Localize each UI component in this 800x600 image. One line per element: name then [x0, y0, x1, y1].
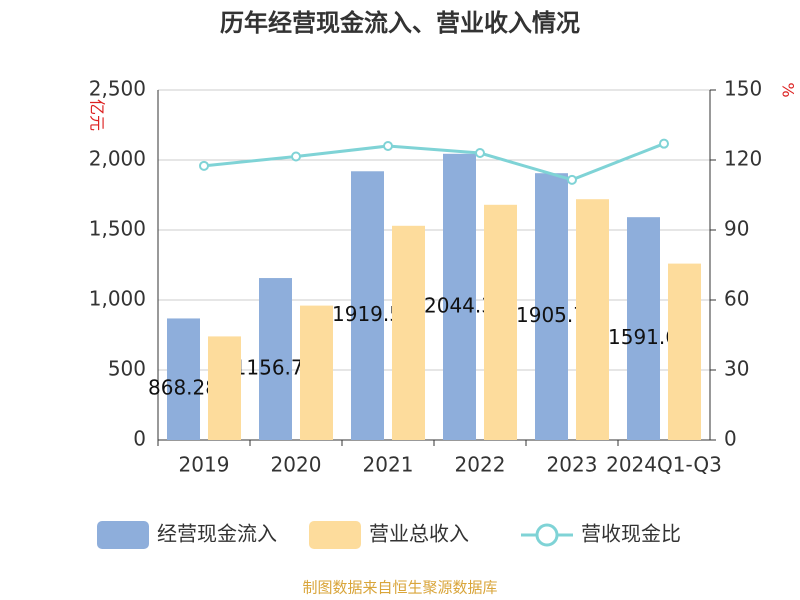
bar: [627, 217, 660, 440]
bar: [300, 305, 333, 440]
bar: [668, 263, 701, 440]
x-tick-label: 2021: [363, 453, 414, 477]
data-label: 2044.3: [424, 293, 494, 317]
line-point: [199, 160, 209, 171]
y-tick-label: 2,000: [89, 147, 146, 171]
line-point: [383, 141, 393, 151]
y2-axis-label: %: [779, 82, 798, 97]
data-label: 1905.7: [516, 303, 586, 327]
line-point: [475, 148, 485, 158]
y2-tick-label: 60: [724, 287, 749, 311]
bar: [392, 225, 425, 440]
bar: [351, 171, 384, 440]
legend-label: 营业总收入: [369, 522, 469, 546]
legend-label: 经营现金流入: [157, 522, 277, 546]
legend-label: 营收现金比: [581, 522, 681, 546]
data-label: 868.28: [148, 376, 218, 400]
line-point: [567, 174, 577, 185]
data-label: 1919.5: [332, 302, 402, 326]
y2-tick-label: 30: [724, 357, 749, 381]
y2-tick-label: 150: [724, 77, 762, 101]
legend-swatch: [97, 521, 149, 549]
x-tick-label: 2019: [179, 453, 230, 477]
y-tick-label: 1,500: [89, 217, 146, 241]
y-tick-label: 500: [108, 357, 146, 381]
x-tick-label: 2023: [547, 453, 598, 477]
y2-tick-label: 90: [724, 217, 749, 241]
line-point: [659, 138, 669, 149]
y-tick-label: 0: [133, 427, 146, 451]
line-point: [291, 151, 301, 162]
x-tick-label: 2022: [455, 453, 506, 477]
data-label: 1591.6: [608, 325, 678, 349]
bar: [259, 278, 292, 440]
bar: [576, 199, 609, 440]
bar: [208, 336, 241, 440]
y-tick-label: 1,000: [89, 287, 146, 311]
legend-swatch: [535, 523, 559, 547]
bar: [443, 153, 476, 440]
y2-tick-label: 120: [724, 147, 762, 171]
x-tick-label: 2024Q1-Q3: [606, 453, 722, 477]
chart-title: 历年经营现金流入、营业收入情况: [220, 9, 580, 37]
bar: [167, 318, 200, 440]
y-tick-label: 2,500: [89, 77, 146, 101]
legend-swatch: [309, 521, 361, 549]
line: [203, 142, 665, 182]
bar: [484, 204, 517, 440]
y2-tick-label: 0: [724, 427, 737, 451]
bar: [535, 173, 568, 440]
source-note: 制图数据来自恒生聚源数据库: [302, 579, 497, 597]
x-tick-label: 2020: [271, 453, 322, 477]
y-axis-label: 亿元: [88, 99, 107, 131]
